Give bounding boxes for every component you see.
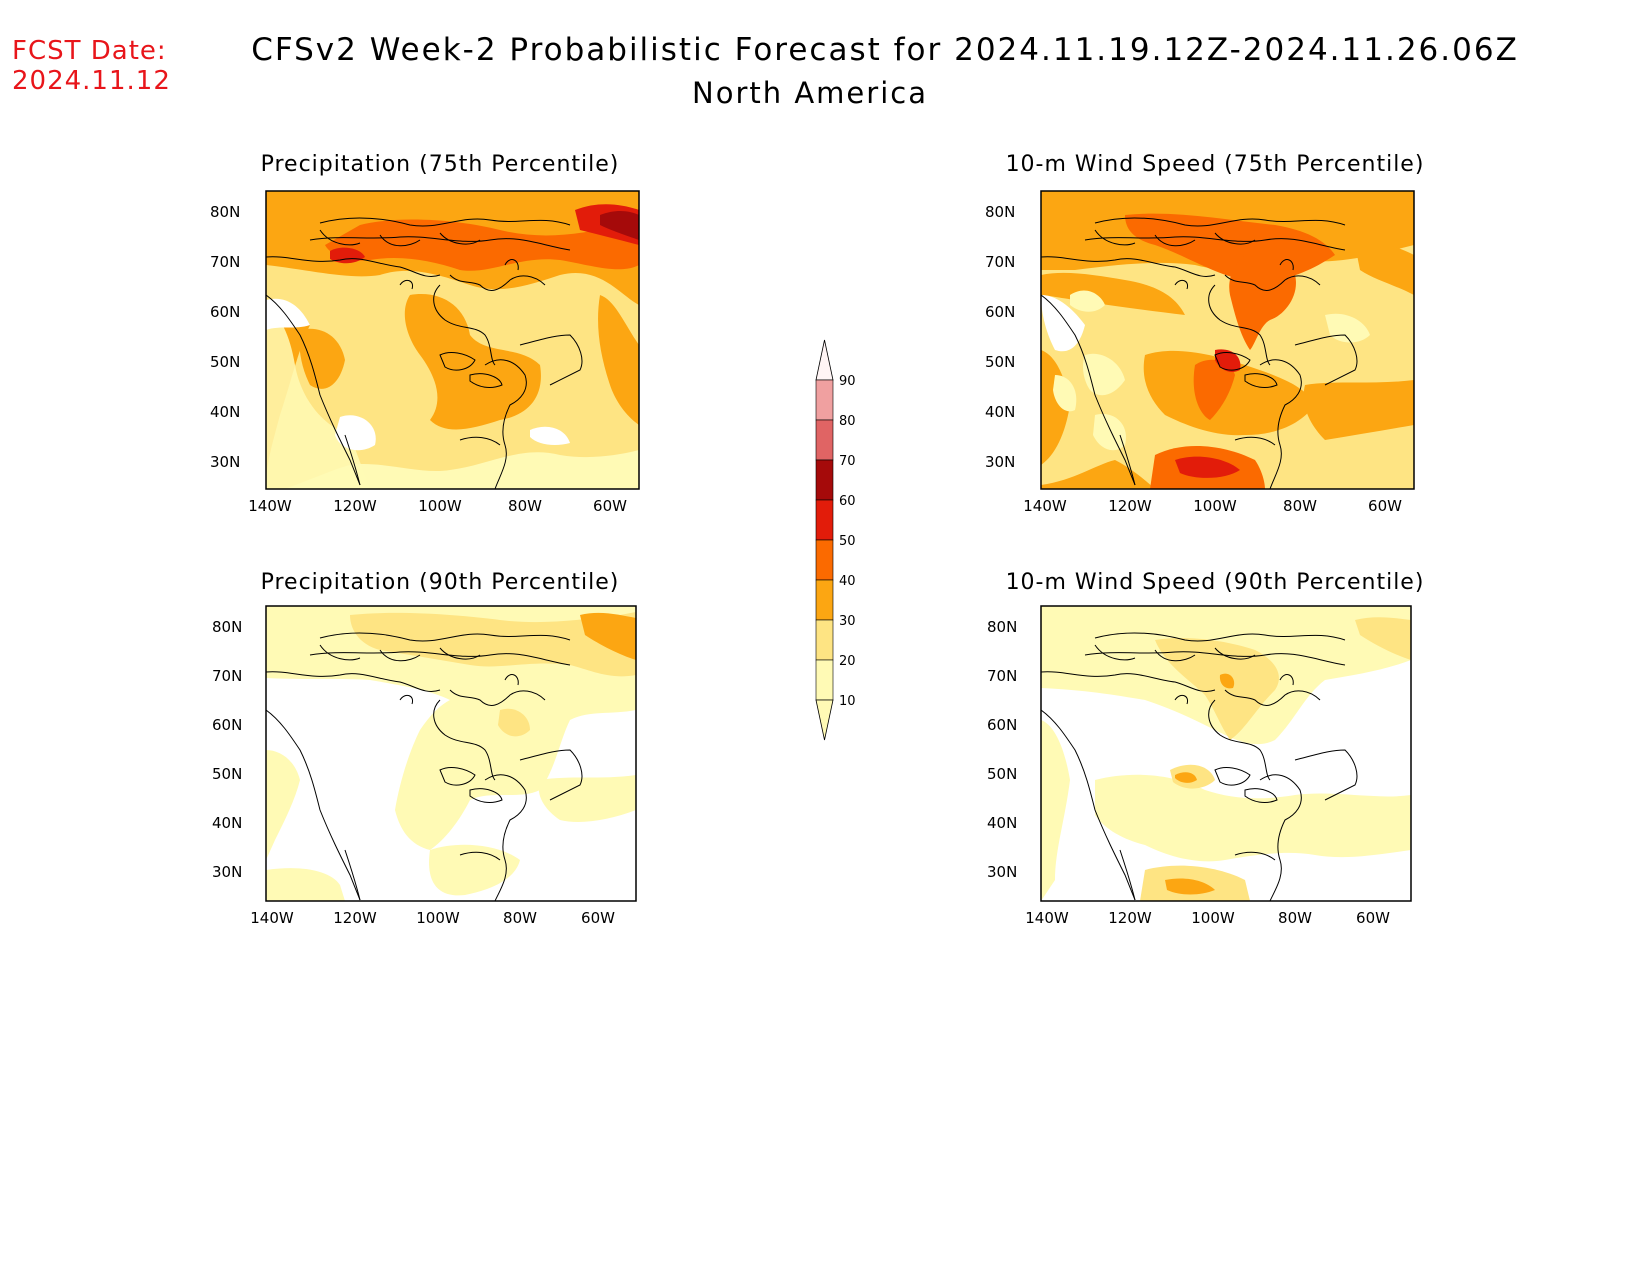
map-panel-wind-75: 80N 70N 60N 50N 40N 30N 140W 120W 100W 8… [985, 190, 1415, 515]
lat-tick: 30N [987, 863, 1017, 881]
precip-90-lon-ticks: 140W 120W 100W 80W 60W [250, 909, 615, 927]
lon-tick: 100W [416, 909, 460, 927]
lat-tick: 40N [210, 403, 240, 421]
lat-tick: 70N [210, 253, 240, 271]
colorbar-label: 30 [839, 614, 856, 629]
lon-tick: 120W [1108, 909, 1152, 927]
lon-tick: 60W [1356, 909, 1390, 927]
lon-tick: 140W [1023, 497, 1067, 515]
lon-tick: 100W [1191, 909, 1235, 927]
wind-90-shading [1041, 606, 1411, 901]
lat-tick: 40N [987, 814, 1017, 832]
page-subtitle: North America [692, 76, 928, 110]
lon-tick: 140W [248, 497, 292, 515]
colorbar-label: 20 [839, 654, 856, 669]
lat-tick: 60N [212, 716, 242, 734]
colorbar-swatch [815, 619, 834, 661]
precip-90-coastlines [266, 632, 583, 901]
colorbar-label: 90 [839, 374, 856, 389]
lat-tick: 80N [212, 618, 242, 636]
lon-tick: 120W [333, 909, 377, 927]
lon-tick: 80W [508, 497, 542, 515]
fcst-date-caption: FCST Date: [12, 36, 167, 66]
map-panel-precip-75: 80N 70N 60N 50N 40N 30N 140W 120W 100W 8… [210, 190, 640, 515]
precip-75-lon-ticks: 140W 120W 100W 80W 60W [248, 497, 627, 515]
colorbar-bottom-arrow [815, 699, 834, 741]
lon-tick: 80W [1278, 909, 1312, 927]
map-panel-wind-90: 80N 70N 60N 50N 40N 30N 140W 120W 100W 8… [987, 605, 1412, 927]
wind-90-lat-ticks: 80N 70N 60N 50N 40N 30N [987, 618, 1017, 881]
colorbar-label: 50 [839, 534, 856, 549]
precip-90-frame [265, 605, 637, 902]
lon-tick: 100W [1193, 497, 1237, 515]
colorbar-top-arrow [815, 339, 834, 381]
lon-tick: 120W [1108, 497, 1152, 515]
colorbar-swatch [815, 379, 834, 421]
lat-tick: 40N [212, 814, 242, 832]
wind-75-coastlines [1041, 217, 1358, 489]
lat-tick: 40N [985, 403, 1015, 421]
colorbar-swatch [815, 539, 834, 581]
colorbar-label: 80 [839, 414, 856, 429]
lat-tick: 70N [985, 253, 1015, 271]
wind-90-coastlines [1041, 632, 1358, 901]
forecast-date-label: FCST Date: 2024.11.12 [12, 36, 171, 96]
colorbar-swatch [815, 499, 834, 541]
panel-title-precip-75: Precipitation (75th Percentile) [260, 152, 620, 177]
lon-tick: 80W [1283, 497, 1317, 515]
panel-title-wind-75: 10-m Wind Speed (75th Percentile) [1005, 152, 1425, 177]
lon-tick: 60W [1368, 497, 1402, 515]
colorbar-swatch [815, 419, 834, 461]
page-title: CFSv2 Week-2 Probabilistic Forecast for … [251, 32, 1519, 68]
colorbar-swatch [815, 659, 834, 701]
wind-75-lat-ticks: 80N 70N 60N 50N 40N 30N [985, 203, 1015, 471]
lat-tick: 50N [985, 353, 1015, 371]
wind-75-lon-ticks: 140W 120W 100W 80W 60W [1023, 497, 1402, 515]
lon-tick: 100W [418, 497, 462, 515]
wind-90-lon-ticks: 140W 120W 100W 80W 60W [1025, 909, 1390, 927]
lon-tick: 140W [250, 909, 294, 927]
lat-tick: 80N [210, 203, 240, 221]
precip-75-shading [266, 191, 639, 489]
panel-title-precip-90: Precipitation (90th Percentile) [260, 570, 620, 595]
colorbar-label: 60 [839, 494, 856, 509]
precip-75-coastlines [266, 217, 583, 489]
lat-tick: 30N [210, 453, 240, 471]
lat-tick: 80N [985, 203, 1015, 221]
colorbar-boxes [815, 339, 834, 741]
lat-tick: 60N [985, 303, 1015, 321]
precip-90-shading [266, 606, 636, 901]
wind-75-frame [1040, 190, 1415, 490]
lat-tick: 60N [210, 303, 240, 321]
precip-75-frame [265, 190, 640, 490]
lat-tick: 30N [985, 453, 1015, 471]
lat-tick: 80N [987, 618, 1017, 636]
fcst-date-value: 2024.11.12 [12, 66, 171, 96]
lon-tick: 80W [503, 909, 537, 927]
lat-tick: 50N [987, 765, 1017, 783]
map-panel-precip-90: 80N 70N 60N 50N 40N 30N 140W 120W 100W 8… [212, 605, 637, 927]
lon-tick: 60W [581, 909, 615, 927]
colorbar-swatch [815, 579, 834, 621]
colorbar-swatch [815, 459, 834, 501]
panel-title-wind-90: 10-m Wind Speed (90th Percentile) [1005, 570, 1425, 595]
wind-90-frame [1040, 605, 1412, 902]
precip-90-lat-ticks: 80N 70N 60N 50N 40N 30N [212, 618, 242, 881]
wind-75-shading [1041, 191, 1414, 489]
colorbar-label: 70 [839, 454, 856, 469]
colorbar-label: 10 [839, 694, 856, 709]
lat-tick: 50N [212, 765, 242, 783]
colorbar-labels: 90 80 70 60 50 40 30 20 10 [839, 374, 856, 709]
lat-tick: 60N [987, 716, 1017, 734]
lat-tick: 70N [212, 667, 242, 685]
precip-75-lat-ticks: 80N 70N 60N 50N 40N 30N [210, 203, 240, 471]
colorbar-label: 40 [839, 574, 856, 589]
lat-tick: 70N [987, 667, 1017, 685]
lat-tick: 50N [210, 353, 240, 371]
lon-tick: 60W [593, 497, 627, 515]
lat-tick: 30N [212, 863, 242, 881]
lon-tick: 140W [1025, 909, 1069, 927]
colorbar: 90 80 70 60 50 40 30 20 10 [815, 339, 856, 741]
lon-tick: 120W [333, 497, 377, 515]
